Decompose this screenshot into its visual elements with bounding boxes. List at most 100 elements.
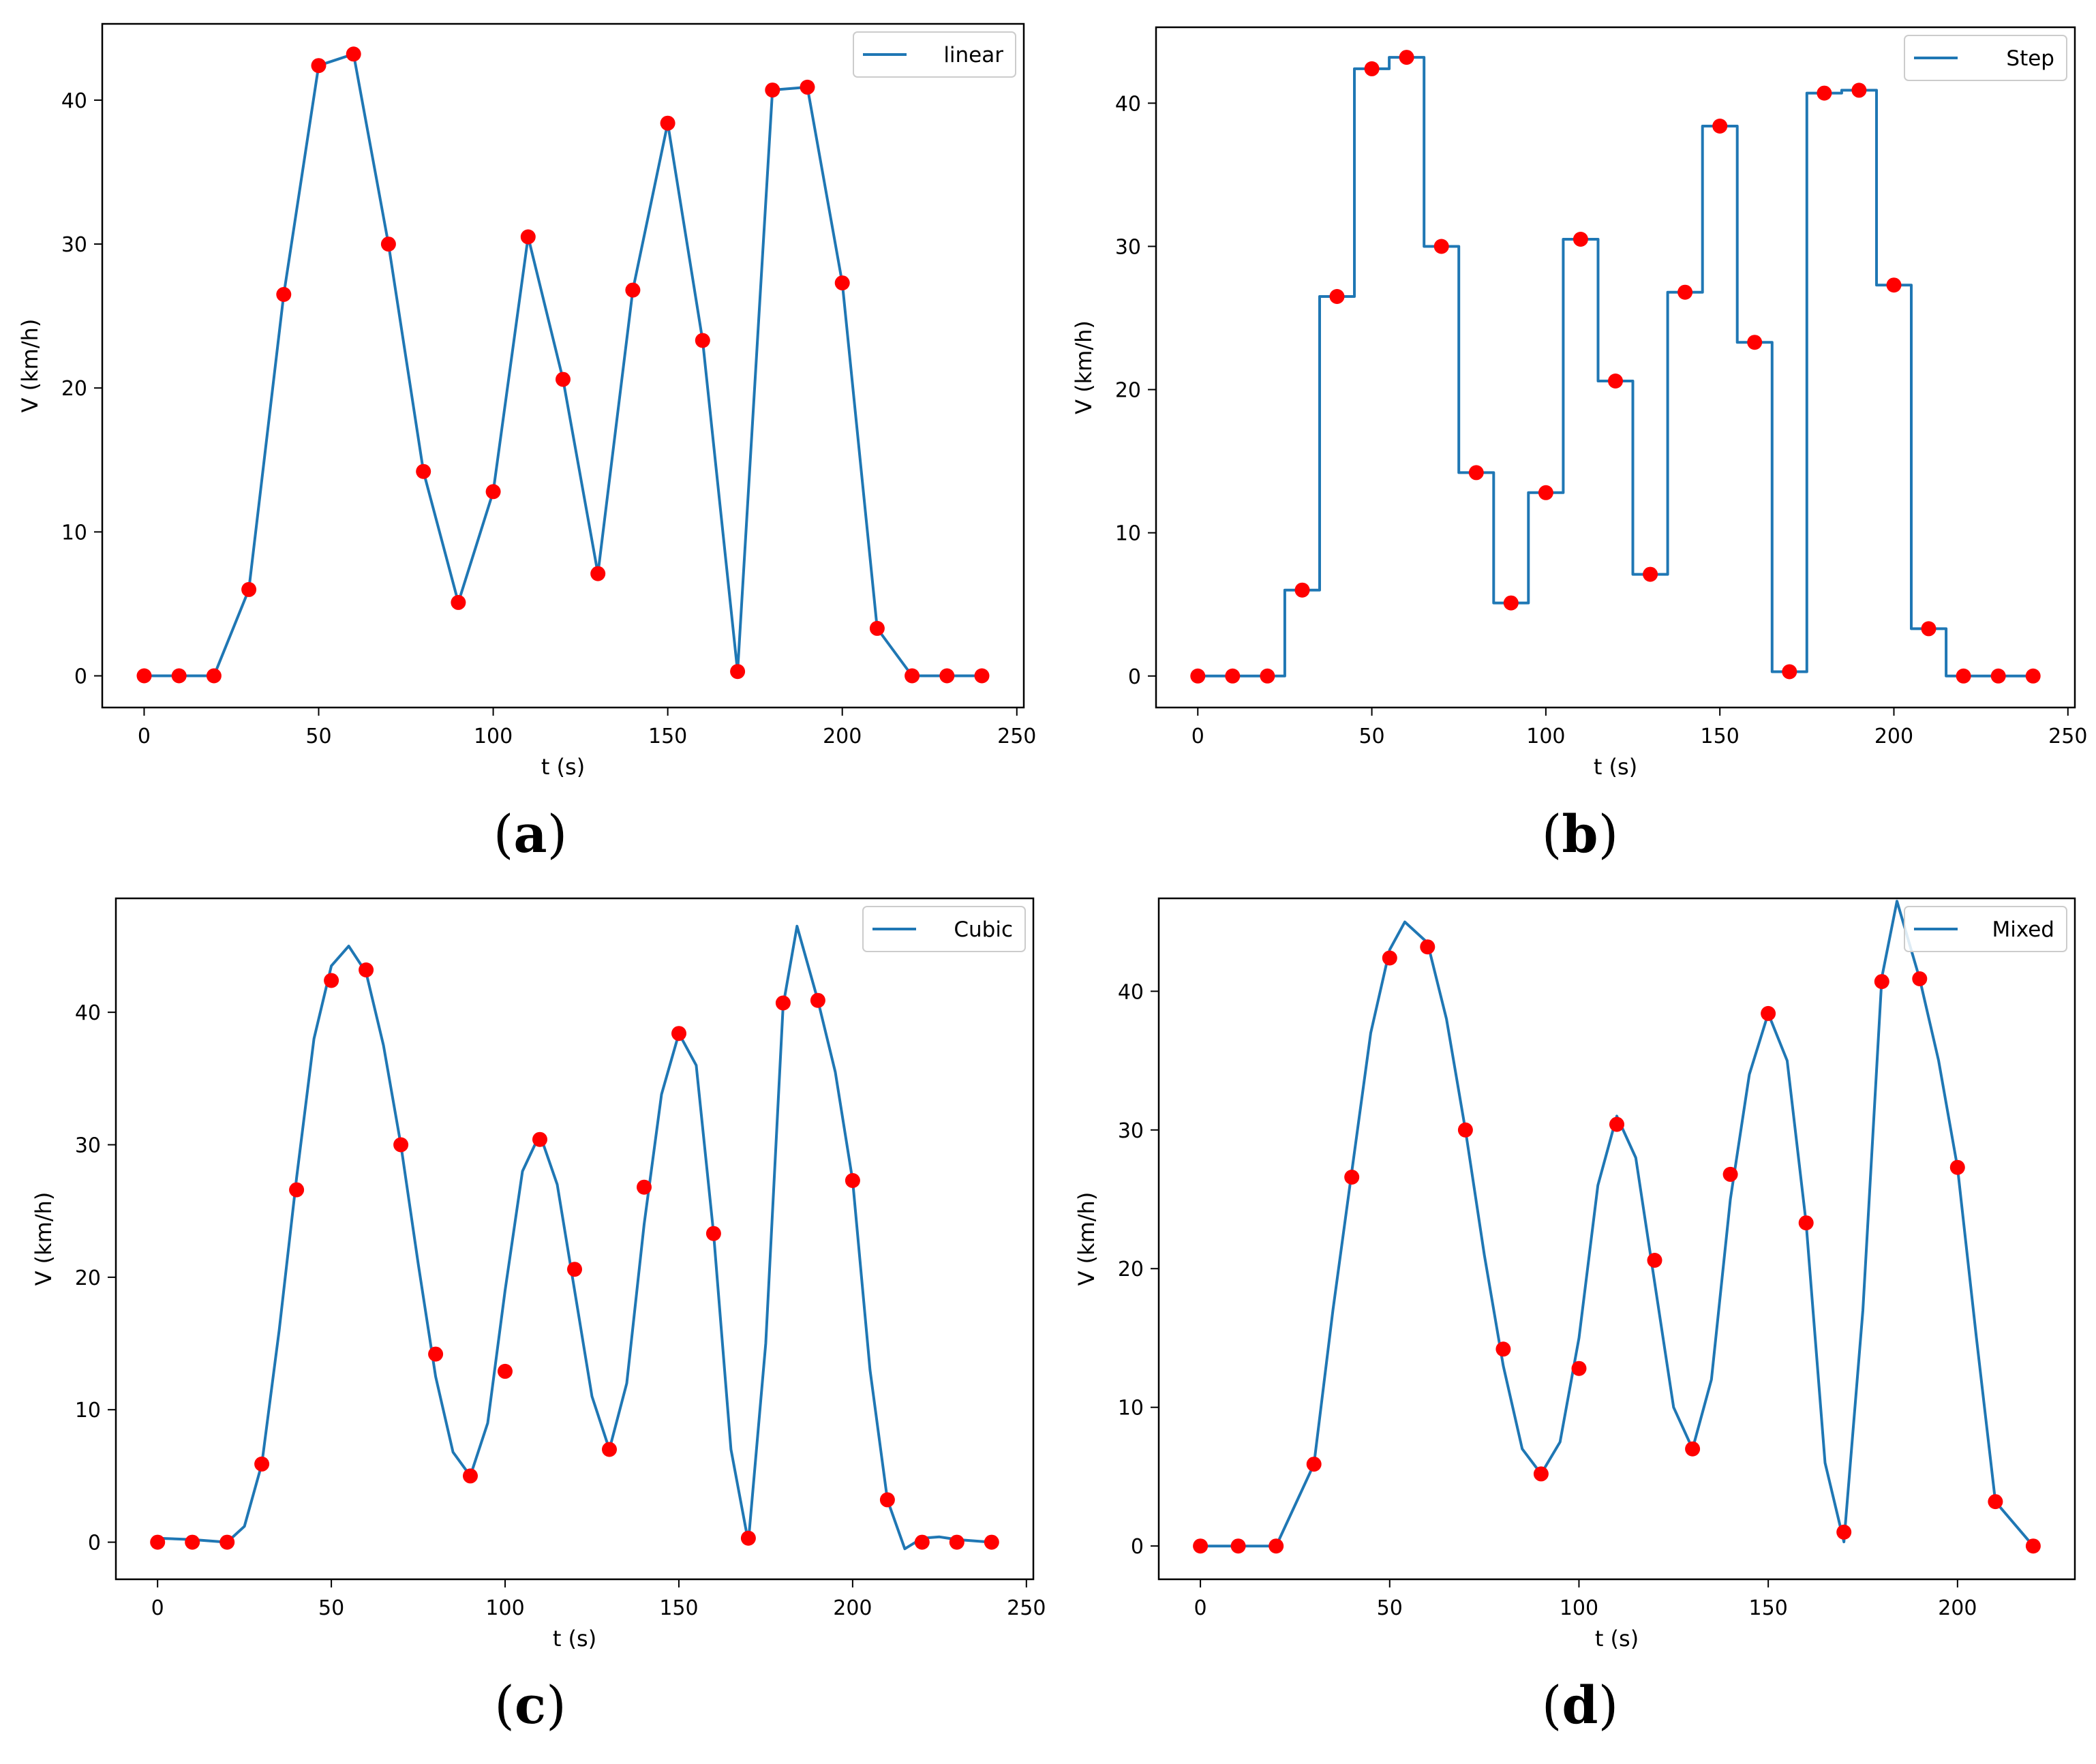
data-point [905,668,920,684]
panel-caption: (a) [493,804,568,864]
x-axis-label: t (s) [553,1626,596,1652]
data-point [1761,1005,1776,1021]
x-tick-label: 250 [997,725,1036,748]
data-point [1949,1159,1965,1175]
data-point [1344,1170,1360,1185]
data-point [1921,621,1936,637]
y-tick-label: 40 [61,89,87,113]
y-axis-label: V (km/h) [1071,320,1097,414]
data-point [671,1026,686,1041]
chart-panel-c: 0 50 100 150 200 250 0 10 20 30 40 t (s) V (km/h) Cub… [31,897,1046,1735]
x-tick-label: 250 [1007,1596,1046,1620]
y-tick-label: 0 [1131,1535,1144,1559]
data-point [1747,335,1763,350]
data-point [1457,1122,1473,1138]
chart-panel-b: 0 50 100 150 200 250 0 10 20 30 40 t (s) V (km/h) Ste… [1071,26,2087,864]
data-point [625,282,641,298]
data-point [730,664,746,680]
data-point [1851,82,1867,98]
y-tick-label: 40 [75,1001,101,1025]
data-point [254,1456,270,1472]
data-point [1798,1215,1814,1231]
data-point [1609,1116,1624,1132]
data-point [1269,1538,1284,1554]
x-axis-label: t (s) [1595,1626,1639,1652]
data-point [1571,1360,1587,1376]
data-point [1399,50,1414,65]
x-tick-label: 0 [1194,1596,1207,1620]
data-point [2025,1538,2041,1554]
data-point [1836,1524,1852,1540]
series-line [157,924,992,1551]
data-point [485,484,501,500]
legend-label: Mixed [1992,917,2054,942]
data-point [1382,950,1397,966]
data-point [206,668,222,684]
y-axis-label: V (km/h) [17,319,43,413]
legend-label: linear [943,43,1003,67]
y-tick-label: 30 [1115,235,1141,259]
y-tick-label: 20 [75,1266,101,1290]
y-tick-label: 30 [75,1134,101,1158]
x-tick-label: 100 [485,1596,524,1620]
y-tick-label: 20 [61,377,87,401]
y-tick-label: 0 [88,1532,101,1555]
data-point [695,333,710,348]
legend-box [1904,35,2067,81]
x-tick-label: 150 [648,725,687,748]
y-tick-label: 10 [1118,1397,1144,1420]
data-point [1294,582,1310,598]
data-point [1608,374,1623,389]
data-point [1538,485,1553,500]
panel-caption: (d) [1542,1675,1618,1735]
data-point [346,46,361,62]
data-point [1712,119,1728,134]
legend: Cubic [862,906,1026,952]
data-point [775,995,791,1011]
data-point [428,1346,444,1362]
data-point [590,566,606,581]
data-point [241,581,257,597]
data-point [1193,1538,1209,1554]
axes-frame [115,897,1035,1581]
data-point [311,58,326,74]
y-tick-label: 10 [61,521,87,545]
data-point [949,1534,965,1550]
data-point [1817,85,1832,101]
y-tick-label: 0 [74,665,87,689]
x-tick-label: 50 [1377,1596,1403,1620]
legend: Mixed [1904,906,2067,952]
x-tick-label: 0 [1191,725,1204,748]
data-point [289,1182,305,1198]
data-point [219,1534,235,1550]
data-point [1306,1457,1322,1472]
series-line [1200,900,2035,1548]
data-point [914,1534,930,1550]
x-tick-label: 0 [138,725,151,748]
legend-box [862,906,1026,952]
data-point [984,1534,999,1550]
data-point [879,1492,895,1508]
data-point [1230,1538,1246,1554]
data-point [1990,668,2006,684]
data-point [136,668,152,684]
y-tick-label: 20 [1115,379,1141,403]
data-point [1988,1494,2003,1510]
chart-panel-a: 0 50 100 150 200 250 0 10 20 30 40 t (s) V (km/h) lin… [17,22,1036,864]
data-point [834,275,850,291]
data-point [451,594,466,610]
data-point [185,1534,200,1550]
x-tick-label: 50 [1358,725,1384,748]
x-tick-label: 50 [318,1596,344,1620]
data-point [845,1173,860,1188]
data-point [1468,465,1484,481]
legend-label: Cubic [954,917,1013,942]
data-point [1677,284,1693,300]
data-point [1886,277,1902,293]
x-axis-label: t (s) [1594,754,1637,780]
axes-frame [101,22,1025,709]
y-axis-label: V (km/h) [1074,1192,1099,1286]
data-point [1912,971,1928,986]
series-line [144,52,982,678]
